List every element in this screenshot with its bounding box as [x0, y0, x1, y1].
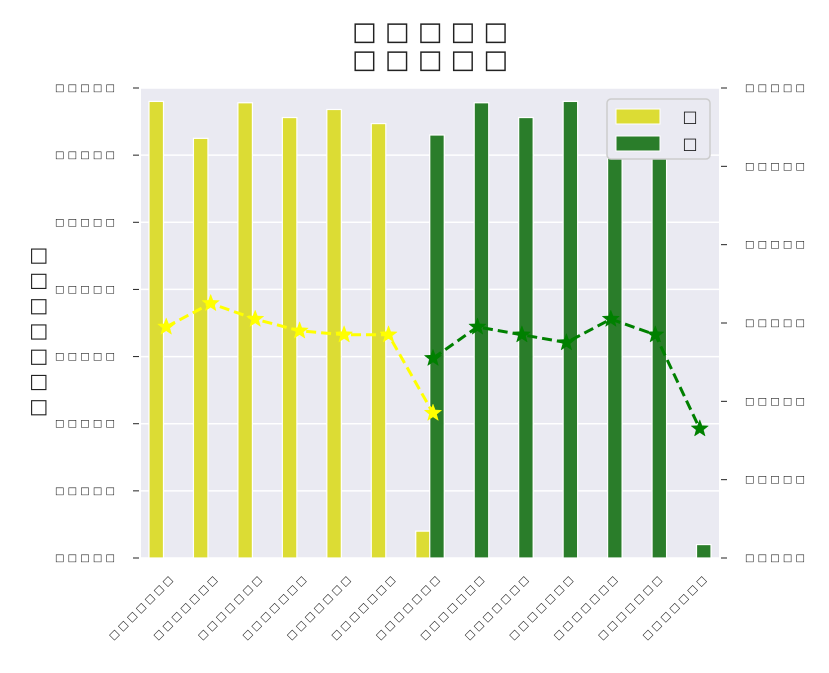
bar	[237, 102, 254, 559]
star-marker	[334, 325, 354, 343]
bar	[148, 100, 165, 559]
bar	[192, 137, 209, 559]
chart-title: □ □ □ □ □	[352, 17, 508, 47]
legend-swatch	[615, 108, 661, 125]
bar	[429, 134, 445, 559]
right-tick-label: □ □ □ □ □	[745, 553, 805, 564]
star-marker	[157, 317, 176, 335]
legend-label: □	[682, 134, 697, 153]
legend-swatch	[615, 135, 661, 152]
star-marker	[379, 325, 398, 343]
chart-title: □ □ □ □ □	[352, 45, 508, 75]
star-marker	[423, 348, 443, 367]
bar	[606, 116, 623, 559]
right-tick-label: □ □ □ □ □	[745, 475, 805, 486]
star-marker	[601, 309, 621, 327]
left-tick-label: □ □ □ □ □	[55, 83, 115, 94]
legend-label: □	[682, 107, 697, 126]
left-tick-label: □ □ □ □ □	[55, 150, 115, 161]
left-tick-label: □ □ □ □ □	[55, 553, 115, 564]
star-marker	[290, 321, 309, 339]
right-tick-label: □ □ □ □ □	[745, 161, 805, 172]
y-axis-label: □ □ □ □ □ □ □	[25, 247, 49, 417]
right-tick-label: □ □ □ □ □	[745, 396, 805, 407]
bar	[415, 530, 431, 559]
left-tick-label: □ □ □ □ □	[55, 486, 115, 497]
star-marker	[557, 332, 576, 351]
star-marker	[245, 309, 265, 327]
bar	[695, 543, 712, 559]
right-tick-label: □ □ □ □ □	[745, 83, 805, 94]
left-tick-label: □ □ □ □ □	[55, 284, 115, 295]
star-marker	[512, 325, 532, 343]
right-tick-label: □ □ □ □ □	[745, 318, 805, 329]
star-marker	[423, 403, 443, 421]
bar	[562, 100, 579, 559]
bar	[370, 122, 387, 559]
star-marker	[468, 317, 487, 335]
star-marker	[690, 419, 709, 437]
bar	[281, 116, 298, 559]
left-tick-label: □ □ □ □ □	[55, 419, 115, 430]
star-marker	[646, 325, 665, 343]
star-marker	[201, 293, 220, 312]
left-tick-label: □ □ □ □ □	[55, 352, 115, 363]
left-tick-label: □ □ □ □ □	[55, 217, 115, 228]
right-tick-label: □ □ □ □ □	[745, 240, 805, 251]
